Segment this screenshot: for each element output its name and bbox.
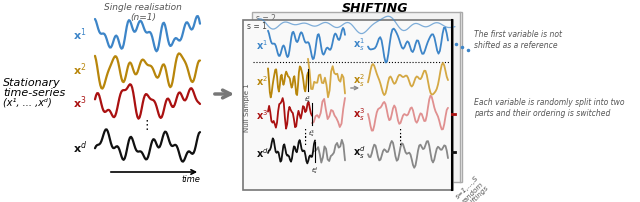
Text: time: time [181, 174, 200, 183]
Bar [243, 21, 453, 190]
Text: $\mathbf{x}^3$: $\mathbf{x}^3$ [256, 108, 268, 121]
Text: $\mathbf{x}^1$: $\mathbf{x}^1$ [256, 38, 268, 52]
Text: $\mathbf{x}^3$: $\mathbf{x}^3$ [73, 94, 87, 111]
Text: $t^d_s$: $t^d_s$ [311, 164, 319, 175]
Text: SHIFTING: SHIFTING [342, 2, 408, 15]
Text: $t^3_s$: $t^3_s$ [308, 127, 316, 138]
Text: $\mathbf{x}^d$: $\mathbf{x}^d$ [73, 139, 87, 156]
Bar [252, 13, 462, 182]
Text: $\mathbf{x}^1_s$: $\mathbf{x}^1_s$ [353, 36, 365, 53]
Text: time-series: time-series [3, 87, 65, 98]
Text: Single realisation
(n=1): Single realisation (n=1) [104, 3, 182, 22]
Text: $\mathbf{x}^d$: $\mathbf{x}^d$ [256, 145, 269, 159]
Text: ⋮: ⋮ [300, 128, 310, 138]
Text: $\mathbf{x}^2$: $\mathbf{x}^2$ [256, 74, 268, 87]
Text: $\mathbf{x}^2_s$: $\mathbf{x}^2_s$ [353, 72, 365, 89]
Text: Stationary: Stationary [3, 78, 61, 87]
Text: $\mathbf{x}^2$: $\mathbf{x}^2$ [74, 61, 86, 78]
Text: $\mathbf{x}^3_s$: $\mathbf{x}^3_s$ [353, 106, 365, 123]
Text: (x¹, ... ,xᵈ): (x¹, ... ,xᵈ) [3, 98, 52, 107]
Text: $t^2_s$: $t^2_s$ [305, 94, 312, 104]
Text: Each variable is randomly split into two
parts and their ordering is switched: Each variable is randomly split into two… [474, 98, 625, 117]
Text: Null Sample 1: Null Sample 1 [244, 83, 250, 132]
Text: $\mathbf{x}^d_s$: $\mathbf{x}^d_s$ [353, 144, 365, 161]
Text: ⋮: ⋮ [300, 135, 310, 145]
Text: s=1,...,S
random
shiftings: s=1,...,S random shiftings [455, 174, 490, 202]
Text: s = 2: s = 2 [256, 14, 276, 23]
Text: The first variable is not
shifted as a reference: The first variable is not shifted as a r… [474, 30, 562, 49]
Text: ⋮: ⋮ [394, 128, 406, 138]
Text: ⋮: ⋮ [394, 135, 406, 145]
Text: ⋮: ⋮ [141, 118, 153, 131]
Text: s = 1: s = 1 [247, 22, 267, 31]
Text: $\mathbf{x}^1$: $\mathbf{x}^1$ [73, 27, 87, 43]
